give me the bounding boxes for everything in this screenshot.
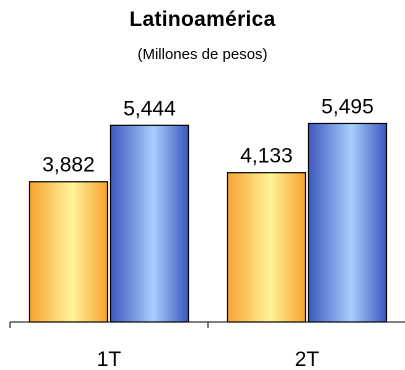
x-tick-label-2T: 2T xyxy=(295,348,320,370)
bar-2T-series-2 xyxy=(307,122,388,323)
data-label-2T-series-1: 4,133 xyxy=(240,145,293,168)
bar-1T-series-2 xyxy=(109,124,190,323)
data-label-2T-series-2: 5,495 xyxy=(321,95,374,118)
x-tick-label-1T: 1T xyxy=(97,348,122,370)
chart-subtitle: (Millones de pesos) xyxy=(137,46,268,63)
bar-1T-series-1 xyxy=(28,181,109,323)
data-label-1T-series-1: 3,882 xyxy=(42,154,95,177)
data-label-1T-series-2: 5,444 xyxy=(123,97,176,120)
bar-2T-series-1 xyxy=(226,172,307,323)
chart-title: Latinoamérica xyxy=(129,8,276,31)
